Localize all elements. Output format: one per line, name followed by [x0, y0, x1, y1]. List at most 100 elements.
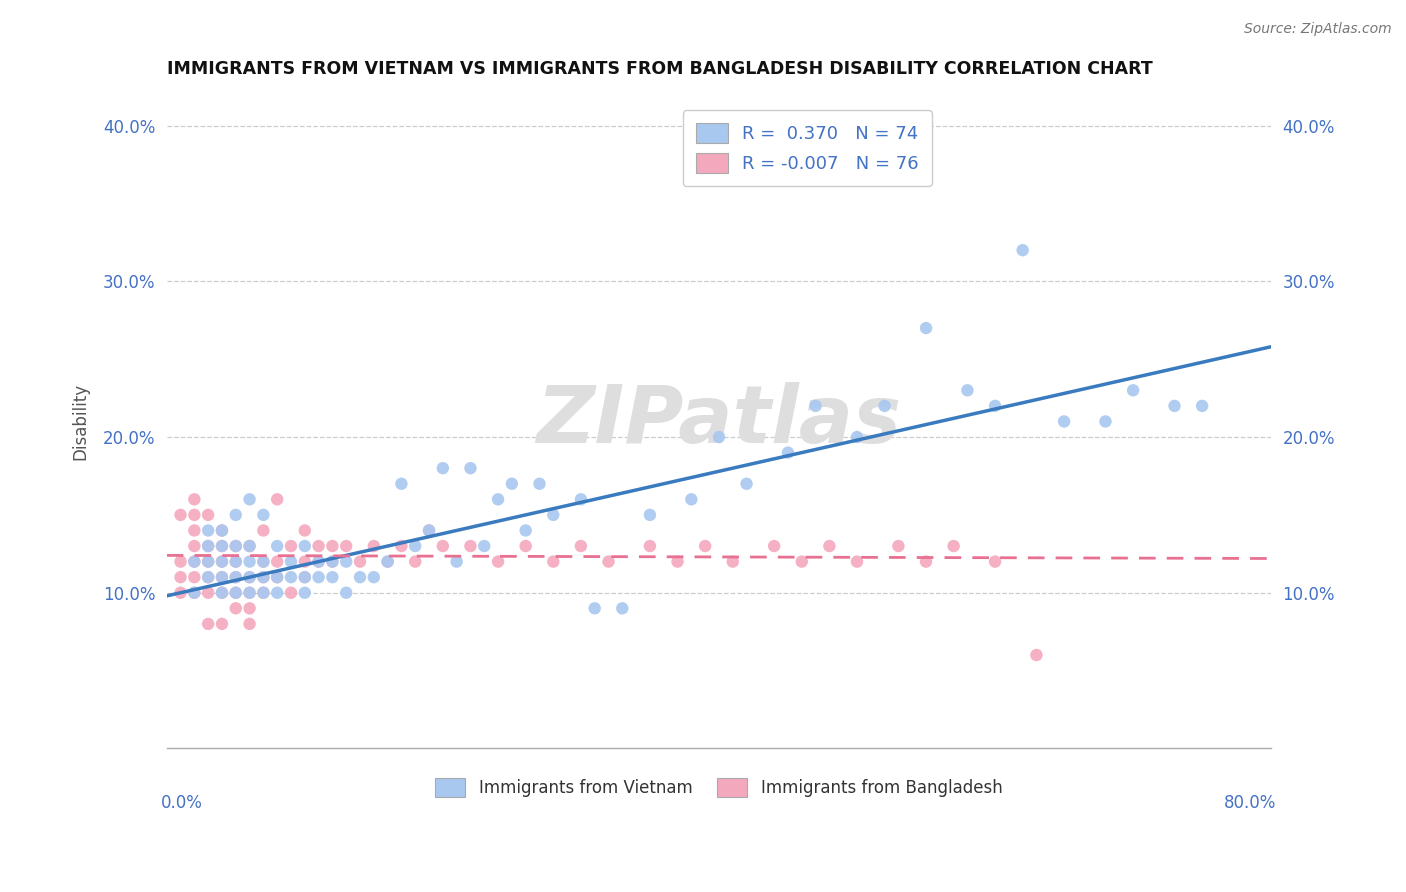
Point	[1094, 414, 1116, 428]
Point	[432, 539, 454, 553]
Y-axis label: Disability: Disability	[72, 383, 89, 460]
Point	[666, 555, 689, 569]
Point	[638, 508, 661, 522]
Point	[460, 461, 482, 475]
Point	[915, 555, 938, 569]
Point	[404, 539, 426, 553]
Point	[543, 508, 565, 522]
Point	[239, 555, 262, 569]
Point	[197, 570, 219, 584]
Point	[266, 586, 288, 600]
Point	[225, 586, 247, 600]
Point	[404, 555, 426, 569]
Point	[612, 601, 634, 615]
Point	[294, 555, 316, 569]
Point	[956, 384, 979, 398]
Point	[169, 586, 191, 600]
Point	[169, 555, 191, 569]
Point	[460, 539, 482, 553]
Point	[377, 555, 399, 569]
Point	[486, 492, 509, 507]
Point	[887, 539, 910, 553]
Point	[239, 539, 262, 553]
Point	[321, 555, 343, 569]
Point	[984, 399, 1007, 413]
Point	[183, 570, 205, 584]
Point	[418, 524, 440, 538]
Point	[252, 570, 274, 584]
Point	[846, 430, 869, 444]
Point	[321, 570, 343, 584]
Text: 80.0%: 80.0%	[1225, 794, 1277, 813]
Point	[197, 508, 219, 522]
Point	[294, 570, 316, 584]
Point	[418, 524, 440, 538]
Point	[183, 555, 205, 569]
Point	[197, 570, 219, 584]
Text: ZIPatlas: ZIPatlas	[537, 383, 901, 460]
Point	[197, 539, 219, 553]
Point	[707, 430, 730, 444]
Text: IMMIGRANTS FROM VIETNAM VS IMMIGRANTS FROM BANGLADESH DISABILITY CORRELATION CHA: IMMIGRANTS FROM VIETNAM VS IMMIGRANTS FR…	[167, 60, 1153, 78]
Point	[197, 586, 219, 600]
Point	[211, 555, 233, 569]
Point	[915, 321, 938, 335]
Point	[321, 539, 343, 553]
Point	[211, 586, 233, 600]
Point	[197, 616, 219, 631]
Point	[239, 586, 262, 600]
Point	[225, 555, 247, 569]
Point	[501, 476, 523, 491]
Point	[239, 570, 262, 584]
Point	[239, 492, 262, 507]
Point	[321, 555, 343, 569]
Point	[1011, 243, 1033, 257]
Point	[776, 445, 799, 459]
Point	[252, 555, 274, 569]
Point	[280, 586, 302, 600]
Point	[721, 555, 744, 569]
Point	[349, 570, 371, 584]
Point	[211, 524, 233, 538]
Point	[349, 555, 371, 569]
Point	[335, 586, 357, 600]
Point	[1122, 384, 1144, 398]
Point	[252, 586, 274, 600]
Point	[308, 570, 330, 584]
Point	[225, 555, 247, 569]
Point	[515, 539, 537, 553]
Point	[873, 399, 896, 413]
Point	[818, 539, 841, 553]
Point	[239, 586, 262, 600]
Point	[1191, 399, 1213, 413]
Point	[1053, 414, 1076, 428]
Point	[1025, 648, 1047, 662]
Point	[225, 570, 247, 584]
Point	[308, 539, 330, 553]
Point	[529, 476, 551, 491]
Point	[225, 586, 247, 600]
Point	[294, 586, 316, 600]
Point	[211, 524, 233, 538]
Point	[942, 539, 965, 553]
Point	[846, 555, 869, 569]
Point	[183, 586, 205, 600]
Text: Source: ZipAtlas.com: Source: ZipAtlas.com	[1244, 22, 1392, 37]
Point	[391, 476, 413, 491]
Point	[225, 601, 247, 615]
Point	[252, 586, 274, 600]
Point	[169, 570, 191, 584]
Point	[266, 492, 288, 507]
Point	[239, 539, 262, 553]
Point	[294, 539, 316, 553]
Point	[598, 555, 620, 569]
Point	[515, 524, 537, 538]
Point	[695, 539, 717, 553]
Point	[266, 570, 288, 584]
Point	[183, 539, 205, 553]
Point	[569, 539, 592, 553]
Point	[294, 524, 316, 538]
Point	[225, 570, 247, 584]
Point	[197, 555, 219, 569]
Point	[211, 555, 233, 569]
